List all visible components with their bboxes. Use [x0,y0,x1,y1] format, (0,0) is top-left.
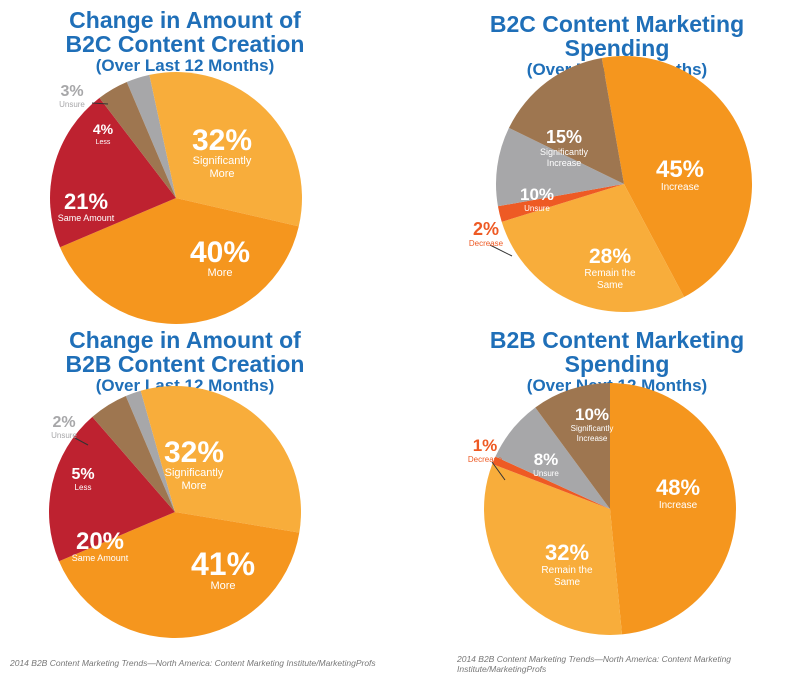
pie-slice-remain-the-same [501,184,685,313]
slice-category-label: Increase [661,182,700,193]
slice-percent-label: 8% [534,450,559,469]
pie-slice-same-amount [49,416,176,562]
pie-slice-unsure [495,127,624,207]
slice-category-label: Increase [577,434,608,443]
slice-category-label: Same [554,577,581,588]
slice-percent-label: 15% [546,127,582,147]
pie-slice-decrease [492,456,610,509]
leader-line [74,437,89,446]
slice-percent-label: 2% [473,219,499,239]
footer-source-left: 2014 B2B Content Marketing Trends—North … [10,658,376,668]
slice-category-label: Unsure [51,431,77,440]
slice-percent-label: 32% [545,540,589,565]
pie-slice-significantly-more [149,72,302,227]
slice-percent-label: 10% [520,185,554,204]
pie-slice-less [92,396,175,512]
slice-percent-label: 32% [164,436,224,469]
slice-percent-label: 4% [93,121,114,137]
slice-category-label: Significantly [540,147,589,157]
slice-category-label: Unsure [524,204,550,213]
slice-category-label: Same Amount [72,553,129,563]
slice-percent-label: 20% [76,528,124,555]
pie-slice-less [99,82,176,198]
pie-slice-more [60,198,299,324]
pie-chart-1: 3%Unsure32%SignificantlyMore40%More21%Sa… [50,72,302,324]
pie-slice-significantly-increase [508,57,624,184]
pie-slice-significantly-more [140,385,302,533]
slice-category-label: Unsure [533,469,559,478]
slice-category-label: More [207,267,232,279]
slice-percent-label: 45% [656,156,704,183]
slice-category-label: Significantly [571,424,614,433]
pie-slice-same-amount [50,97,176,248]
pie-slice-unsure [495,407,610,509]
slice-percent-label: 41% [191,546,255,582]
slice-percent-label: 32% [192,124,252,157]
slice-category-label: Less [96,139,111,146]
slice-percent-label: 28% [589,245,631,268]
pie-slice-significantly-increase [535,382,610,509]
footer-source-right: 2014 B2B Content Marketing Trends—North … [457,654,732,674]
leader-line [91,102,109,105]
pie-slice-remain-the-same [484,464,622,636]
slice-category-label: Increase [547,158,582,168]
chart-title-b2c-creation: Change in Amount of B2C Content Creation… [65,7,305,76]
slice-category-label: More [210,580,235,592]
slice-category-label: Significantly [193,155,252,167]
slice-category-label: More [209,168,234,180]
pie-slice-more [59,512,300,638]
pie-slice-decrease [497,184,624,222]
slice-category-label: Less [75,483,92,492]
slice-category-label: More [181,480,206,492]
slice-category-label: Increase [659,500,698,511]
slice-category-label: Decrease [468,455,503,464]
slice-percent-label: 10% [575,405,609,424]
slice-category-label: Remain the [541,565,593,576]
slice-category-label: Unsure [59,100,85,109]
slice-percent-label: 21% [64,189,108,214]
slice-percent-label: 40% [190,236,250,269]
slice-category-label: Decrease [469,239,504,248]
pie-slice-unsure [125,390,175,512]
pie-slice-unsure [126,74,176,198]
slice-category-label: Same Amount [58,213,115,223]
pie-slice-increase [601,55,753,298]
pie-chart-3: 2%Unsure32%SignificantlyMore41%More20%Sa… [49,385,302,638]
slice-percent-label: 1% [473,436,498,455]
slice-percent-label: 5% [71,466,94,483]
slice-category-label: Significantly [165,467,224,479]
slice-percent-label: 2% [52,414,75,431]
slice-category-label: Same [597,280,624,291]
leader-line [489,244,513,257]
slice-percent-label: 3% [60,83,83,100]
leader-line [491,461,506,481]
slice-percent-label: 48% [656,475,700,500]
slice-category-label: Remain the [584,268,636,279]
chart-title-b2b-creation: Change in Amount of B2B Content Creation… [65,327,305,396]
pie-slice-increase [610,383,737,635]
